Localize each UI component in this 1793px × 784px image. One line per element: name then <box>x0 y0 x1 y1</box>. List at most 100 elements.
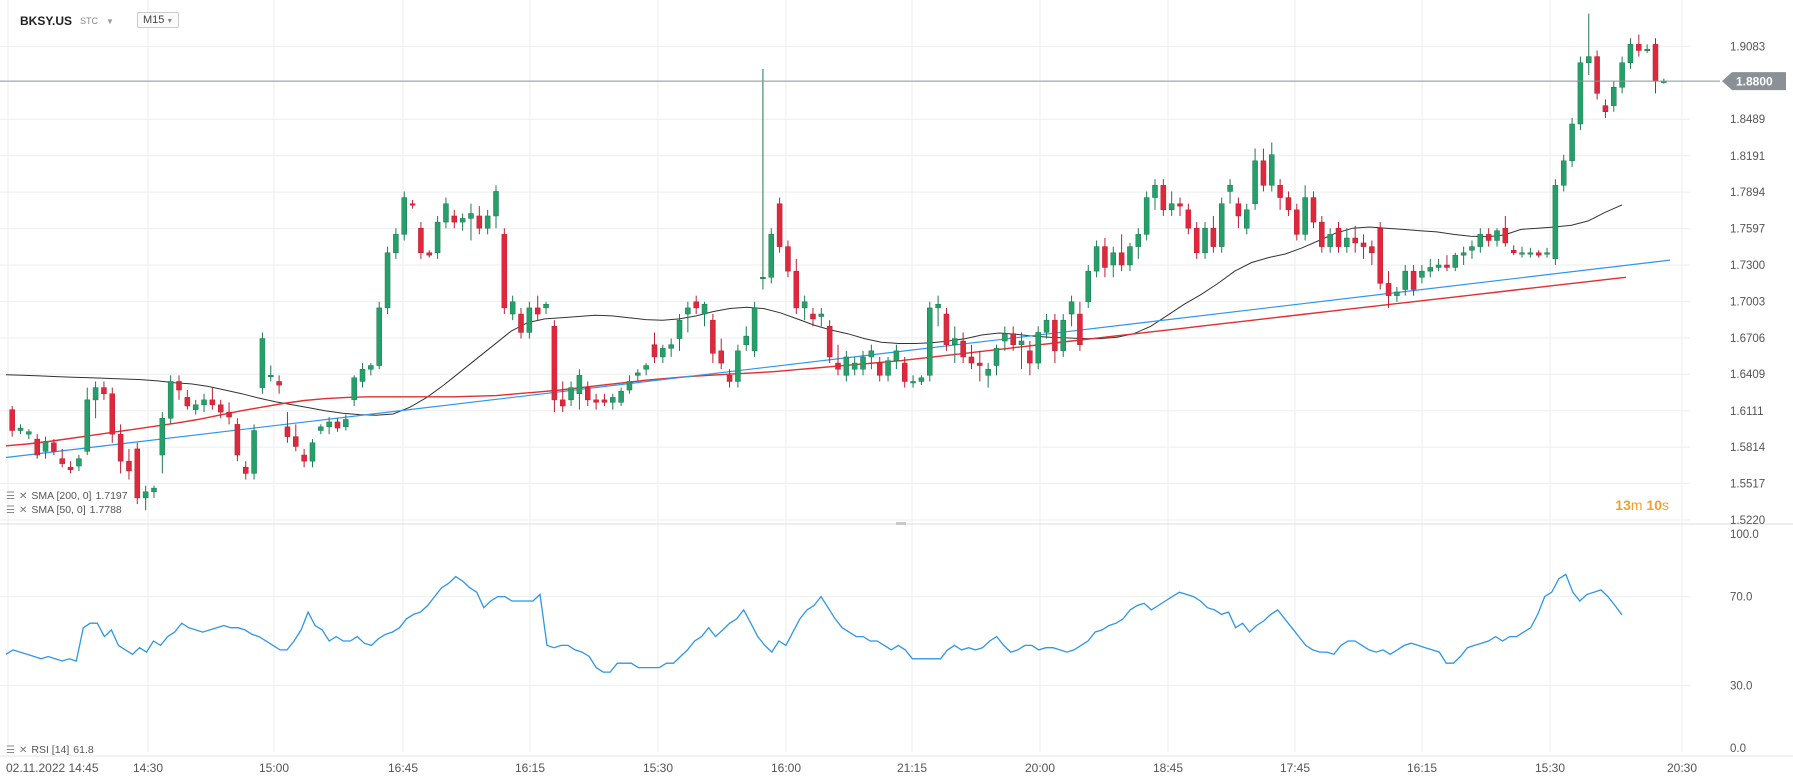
candle-body <box>785 246 791 272</box>
candle-body <box>1135 234 1142 247</box>
candle <box>818 307 825 327</box>
candle <box>501 228 508 315</box>
candle <box>626 375 633 394</box>
candle-body <box>1285 197 1292 211</box>
candle-body <box>1218 203 1225 247</box>
candle-body <box>301 454 307 462</box>
candle <box>1385 271 1392 308</box>
candle <box>1002 326 1008 351</box>
candle <box>1452 252 1459 272</box>
candle-body <box>217 404 224 413</box>
candle-body <box>1619 62 1625 88</box>
candle <box>676 314 683 351</box>
candle-body <box>693 301 699 309</box>
candle-body <box>518 313 524 333</box>
timeframe-selector[interactable]: M15 ▼ <box>137 12 180 28</box>
timeframe-label: M15 <box>143 14 165 26</box>
candle <box>1235 197 1242 229</box>
time-tick-label: 20:00 <box>1025 761 1055 775</box>
price-tick-label: 1.5814 <box>1730 442 1766 454</box>
candle-body <box>159 417 166 456</box>
candle-body <box>526 307 533 333</box>
candle-body <box>268 375 274 378</box>
candle <box>101 381 107 400</box>
candle <box>209 387 216 410</box>
candle-body <box>209 399 216 406</box>
candle <box>1352 225 1358 253</box>
candle <box>968 344 975 370</box>
candle-body <box>1235 203 1242 217</box>
candle <box>1093 240 1100 278</box>
candle-body <box>876 362 883 376</box>
time-tick-label: 16:00 <box>771 761 801 775</box>
time-tick-label: 16:45 <box>388 761 418 775</box>
list-icon[interactable]: ☰ <box>6 504 15 516</box>
candle <box>1485 228 1492 247</box>
candle-body <box>468 213 474 219</box>
candle-body <box>109 393 116 435</box>
candle-body <box>1452 254 1459 268</box>
symbol-label[interactable]: BKSY.US <box>20 14 73 28</box>
candle <box>551 320 558 413</box>
price-tick-label: 1.5220 <box>1730 515 1765 527</box>
candle <box>368 363 374 376</box>
candle-body <box>643 365 649 370</box>
candle-body <box>626 381 633 391</box>
candle <box>434 215 441 259</box>
candle <box>151 485 157 498</box>
candle <box>810 307 816 327</box>
list-icon[interactable]: ☰ <box>6 490 15 502</box>
close-icon[interactable]: ✕ <box>18 490 28 502</box>
candle-body <box>334 421 341 429</box>
close-icon[interactable]: ✕ <box>18 744 28 756</box>
candle <box>17 424 24 435</box>
timer-seconds: 10 <box>1646 497 1662 513</box>
candle-body <box>1143 197 1150 235</box>
current-price-line: 1.8800 <box>0 72 1786 91</box>
candle <box>534 295 541 321</box>
candle-body <box>1168 203 1175 211</box>
candle-body <box>201 399 207 406</box>
candle-body <box>1586 56 1592 63</box>
candle-body <box>1602 105 1609 113</box>
candle <box>167 375 174 425</box>
candle-body <box>534 307 541 315</box>
rsi-tick-label: 0.0 <box>1730 743 1746 755</box>
candle <box>901 356 908 388</box>
candle-body <box>1402 270 1408 290</box>
candle-body <box>851 362 858 370</box>
candle <box>710 314 716 364</box>
rsi-tick-label: 70.0 <box>1730 592 1752 604</box>
candle-body <box>793 270 800 309</box>
candle <box>1310 191 1317 229</box>
candle <box>1460 246 1467 265</box>
chevron-down-icon[interactable]: ▼ <box>106 16 114 26</box>
moving-averages <box>5 204 1671 459</box>
candle <box>1477 228 1484 253</box>
sma50-line <box>5 204 1623 416</box>
candle <box>1269 142 1275 192</box>
candle <box>993 344 1000 376</box>
candle-body <box>493 191 499 217</box>
candle-body <box>1352 237 1358 244</box>
candle-body <box>701 303 708 315</box>
candle <box>826 320 833 364</box>
candle <box>1285 191 1292 216</box>
candle-body <box>835 362 841 370</box>
candle <box>409 200 416 209</box>
candle <box>1611 81 1617 112</box>
candle-body <box>1110 252 1117 266</box>
candle <box>985 363 991 388</box>
candle <box>1435 258 1442 272</box>
candle <box>1252 148 1258 210</box>
candle-body <box>1535 252 1542 256</box>
candle <box>1085 265 1092 308</box>
list-icon[interactable]: ☰ <box>6 744 15 756</box>
sma200-line <box>5 276 1627 447</box>
pane-resize-handle <box>896 522 906 525</box>
rsi-panel: 100.0 70.0 30.0 0.0 <box>0 529 1759 755</box>
close-icon[interactable]: ✕ <box>18 504 28 516</box>
candle-body <box>1435 264 1442 268</box>
candle-body <box>1394 291 1400 296</box>
